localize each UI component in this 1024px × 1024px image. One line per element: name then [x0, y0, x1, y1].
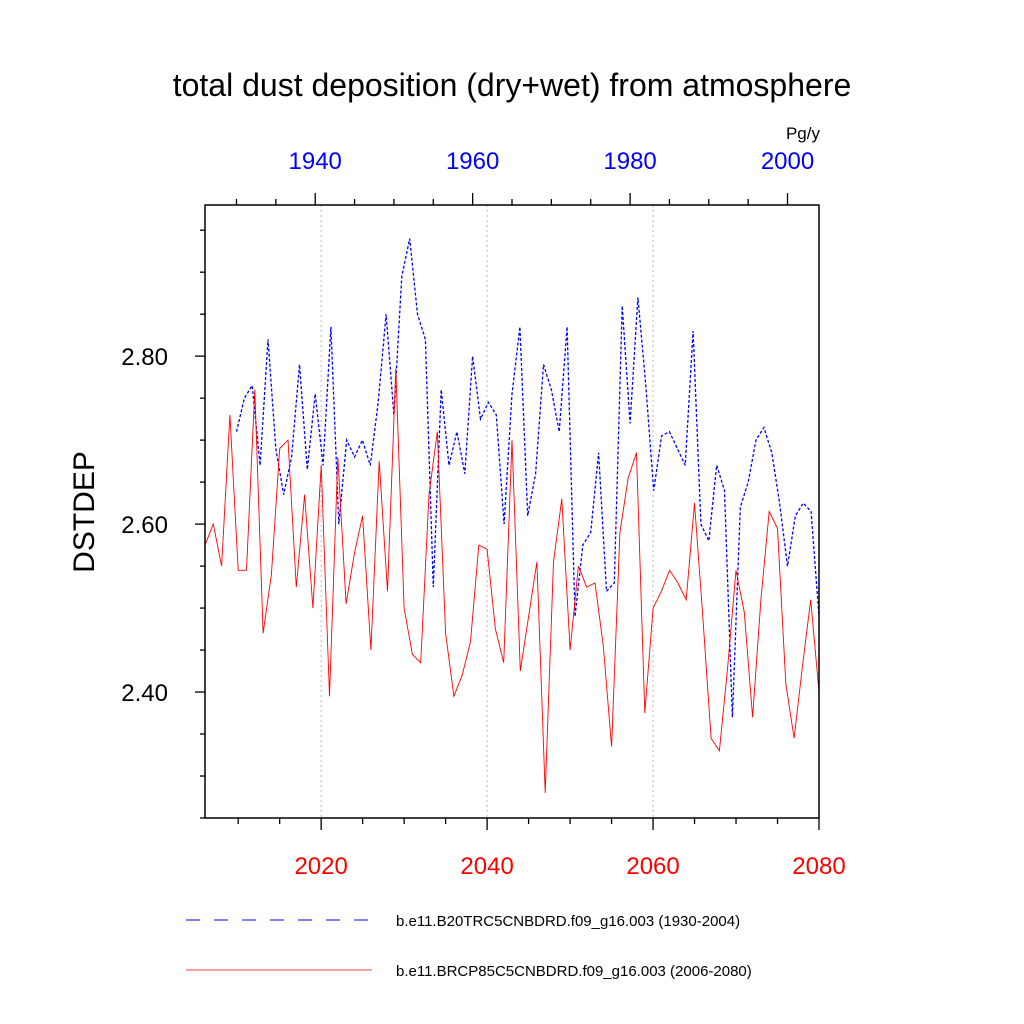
top-axis-tick-label: 2000	[761, 148, 814, 175]
bottom-axis-tick-label: 2040	[460, 853, 513, 880]
top-axis-tick-label: 1960	[446, 148, 499, 175]
y-tick-label: 2.40	[121, 680, 168, 707]
y-tick-label: 2.60	[121, 512, 168, 539]
bottom-axis-tick-label: 2080	[792, 853, 845, 880]
plot-frame	[204, 204, 820, 819]
bottom-axis-tick-label: 2020	[294, 853, 347, 880]
series-line-historical	[235, 238, 819, 718]
gridlines	[320, 205, 654, 818]
top-axis-tick-label: 1940	[289, 148, 342, 175]
top-axis: 1940 1960 1980 2000	[235, 148, 814, 205]
legend-label-rcp85: b.e11.BRCP85C5CNBDRD.f09_g16.003 (2006-2…	[396, 963, 752, 980]
legend: b.e11.B20TRC5CNBDRD.f09_g16.003 (1930-20…	[186, 913, 752, 980]
legend-label-historical: b.e11.B20TRC5CNBDRD.f09_g16.003 (1930-20…	[396, 913, 740, 930]
bottom-axis-tick-label: 2060	[626, 853, 679, 880]
y-tick-label: 2.80	[121, 344, 168, 371]
chart-title: total dust deposition (dry+wet) from atm…	[173, 67, 852, 103]
y-axis: 2.40 2.60 2.80	[121, 229, 205, 819]
series-line-rcp85	[205, 368, 819, 793]
bottom-axis: 2020 2040 2060 2080	[237, 818, 846, 880]
y-axis-label: DSTDEP	[68, 451, 101, 573]
units-label: Pg/y	[786, 124, 821, 143]
series-lines	[205, 238, 819, 793]
top-axis-tick-label: 1980	[603, 148, 656, 175]
